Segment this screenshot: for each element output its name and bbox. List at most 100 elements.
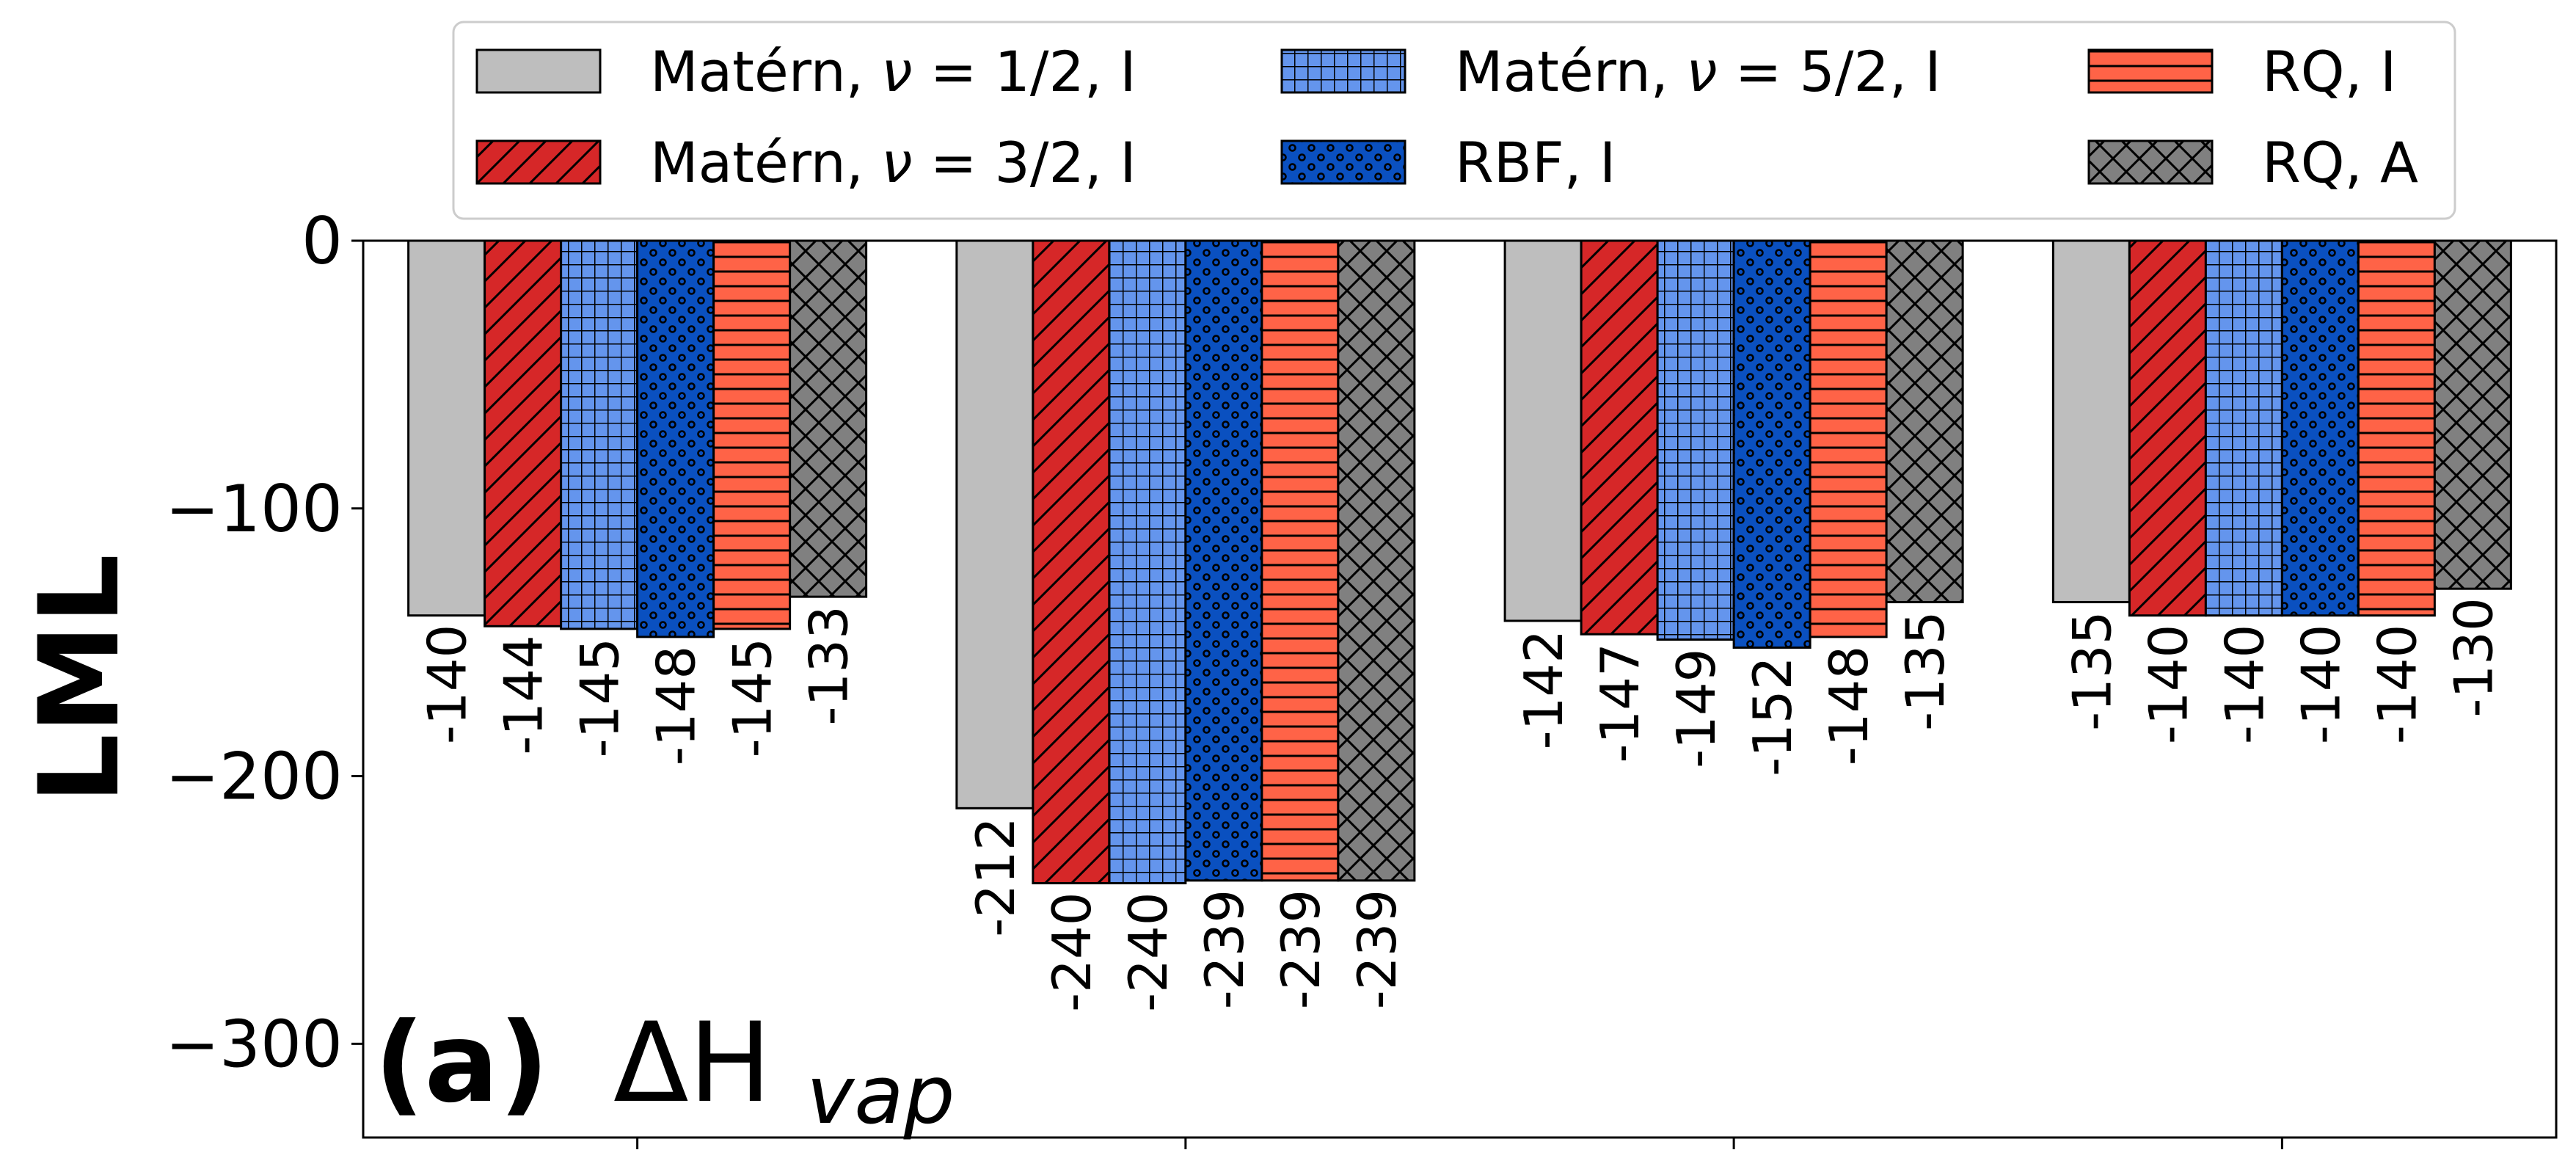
bar-hatch — [2282, 241, 2359, 616]
bar-hatch — [2358, 241, 2435, 616]
bar-fill — [956, 241, 1033, 809]
bar — [1809, 239, 1888, 638]
bar — [407, 239, 486, 617]
legend-swatch — [477, 50, 600, 92]
panel-subscript: vap — [806, 1048, 955, 1142]
data-label: -145 — [722, 638, 784, 757]
bar — [1108, 239, 1187, 884]
data-label: -130 — [2442, 597, 2504, 717]
bar — [2357, 239, 2436, 617]
data-label: -140 — [2137, 625, 2199, 744]
legend-label: Matérn, ν = 3/2, I — [650, 130, 1136, 195]
data-label: -144 — [493, 635, 555, 754]
legend-label: Matérn, ν = 1/2, I — [650, 39, 1136, 104]
data-label: -239 — [1270, 889, 1332, 1009]
legend-entry: RQ, A — [2087, 130, 2418, 195]
bar — [2280, 239, 2360, 617]
bar-hatch — [1261, 241, 1338, 881]
bar-hatch — [637, 241, 714, 637]
bar — [1885, 239, 1964, 603]
bar-hatch — [789, 241, 866, 597]
legend-label: RQ, A — [2262, 130, 2418, 195]
data-label: -145 — [569, 638, 631, 757]
legend-swatch-edge — [1280, 139, 1406, 185]
bar — [1503, 239, 1583, 622]
legend: Matérn, ν = 1/2, I Matérn, ν = 3/2, I Maté… — [452, 21, 2456, 220]
bar-hatch — [1109, 241, 1186, 884]
bar — [789, 239, 868, 598]
data-label: -152 — [1742, 656, 1803, 776]
bar-hatch — [2129, 241, 2206, 616]
bar — [2051, 239, 2131, 603]
data-label: -212 — [965, 817, 1026, 936]
bar-fill — [408, 241, 485, 616]
bar-hatch — [713, 241, 790, 629]
bars — [407, 239, 2512, 884]
data-label: -148 — [1818, 646, 1880, 765]
bar — [1184, 239, 1263, 882]
y-tick-label: −300 — [165, 1006, 343, 1082]
legend-swatch-edge — [1280, 48, 1406, 94]
plot-frame — [362, 239, 2558, 1139]
legend-swatch-hatch — [477, 141, 600, 183]
bar-fill — [2053, 241, 2130, 603]
data-label: -240 — [1117, 892, 1179, 1011]
data-label: -239 — [1194, 889, 1255, 1009]
data-label: -140 — [2366, 625, 2428, 744]
bar — [2204, 239, 2283, 617]
legend-swatch-edge — [475, 48, 602, 94]
legend-entry: RQ, I — [2087, 39, 2396, 104]
panel-annotation: (a) ΔH vap — [374, 1000, 955, 1142]
bar — [1580, 239, 1659, 636]
y-tick-label: 0 — [302, 203, 343, 279]
bar-hatch — [1734, 241, 1811, 648]
bar — [484, 239, 563, 627]
bar — [1337, 239, 1416, 882]
bar-hatch — [1886, 241, 1963, 603]
bar-fill — [1505, 241, 1582, 621]
bar — [1732, 239, 1811, 649]
data-label: -149 — [1665, 649, 1727, 768]
legend-box — [452, 21, 2456, 220]
legend-entry: RBF, I — [1280, 130, 1616, 195]
bar — [2433, 239, 2512, 590]
y-axis-label: LML — [16, 554, 144, 804]
bar-hatch — [1810, 241, 1887, 637]
legend-entry: Matérn, ν = 5/2, I — [1280, 39, 1941, 104]
data-label: -148 — [646, 646, 707, 765]
legend-entry: Matérn, ν = 3/2, I — [475, 130, 1136, 195]
data-label: -140 — [2214, 625, 2275, 744]
axes: 0 −100 −200 −300 — [165, 203, 2558, 1149]
legend-swatch-edge — [2087, 139, 2214, 185]
bar — [955, 239, 1035, 809]
bar-hatch — [1581, 241, 1658, 635]
y-tick-label: −100 — [165, 471, 343, 547]
bar — [1032, 239, 1111, 884]
legend-swatch-edge — [475, 139, 602, 185]
legend-label: RQ, I — [2262, 39, 2396, 104]
bar-hatch — [1657, 241, 1734, 640]
bar-hatch — [2205, 241, 2283, 616]
bar — [1260, 239, 1340, 882]
data-label: -140 — [2290, 625, 2351, 744]
bar — [636, 239, 715, 638]
data-label: -133 — [798, 605, 860, 725]
data-labels: -140 -144 -145 -148 -145 -133-212-240 -240 -239… — [417, 597, 2505, 1012]
legend-entry: Matérn, ν = 1/2, I — [475, 39, 1136, 104]
legend-swatch-hatch — [1282, 141, 1405, 183]
bar — [1656, 239, 1735, 641]
bar-hatch — [1338, 241, 1415, 881]
bar-hatch — [1032, 241, 1109, 884]
legend-label: Matérn, ν = 5/2, I — [1455, 39, 1941, 104]
panel-letter: (a) — [374, 1000, 549, 1127]
data-label: -135 — [2061, 611, 2123, 730]
legend-label: RBF, I — [1455, 130, 1616, 195]
legend-swatch-hatch — [2089, 50, 2212, 92]
data-label: -135 — [1894, 611, 1956, 730]
panel-symbol: ΔH — [613, 1000, 771, 1127]
data-label: -140 — [417, 625, 478, 744]
bar-hatch — [1185, 241, 1262, 881]
data-label: -147 — [1589, 643, 1651, 762]
data-label: -239 — [1346, 889, 1408, 1009]
